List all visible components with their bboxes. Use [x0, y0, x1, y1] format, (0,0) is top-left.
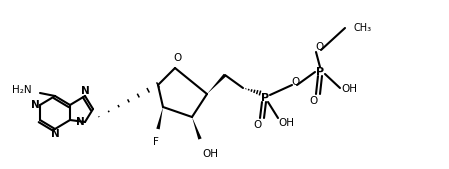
Polygon shape — [207, 74, 226, 94]
Text: OH: OH — [202, 149, 218, 159]
Text: N: N — [31, 100, 40, 110]
Text: O: O — [315, 42, 323, 52]
Text: CH₃: CH₃ — [353, 23, 371, 33]
Text: O: O — [310, 96, 318, 106]
Text: OH: OH — [278, 118, 294, 128]
Text: N: N — [81, 86, 89, 96]
Text: P: P — [261, 93, 269, 103]
Text: O: O — [254, 120, 262, 130]
Text: N: N — [75, 117, 84, 127]
Polygon shape — [156, 107, 163, 129]
Text: H₂N: H₂N — [13, 85, 32, 95]
Text: O: O — [292, 77, 300, 87]
Text: OH: OH — [341, 84, 357, 94]
Text: O: O — [174, 53, 182, 63]
Text: F: F — [153, 137, 159, 147]
Polygon shape — [192, 117, 202, 140]
Text: P: P — [316, 67, 324, 77]
Text: N: N — [51, 129, 59, 139]
